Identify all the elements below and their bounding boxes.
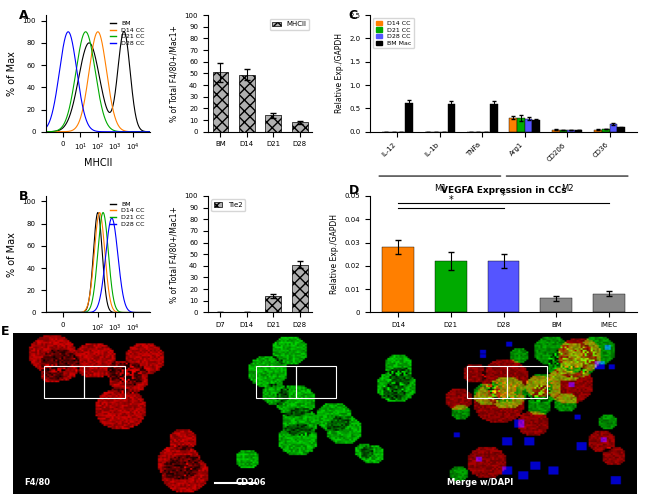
- Bar: [525, 118, 532, 132]
- Text: M2: M2: [561, 184, 573, 193]
- Text: CD206: CD206: [235, 478, 266, 487]
- Y-axis label: Relative Exp./GAPDH: Relative Exp./GAPDH: [330, 214, 339, 294]
- Bar: [488, 261, 519, 312]
- Legend: D14 CC, D21 CC, D28 CC, BM Mac: D14 CC, D21 CC, D28 CC, BM Mac: [373, 18, 414, 48]
- Y-axis label: % of Max: % of Max: [6, 232, 17, 277]
- Text: A: A: [20, 9, 29, 22]
- X-axis label: Tie2: Tie2: [88, 339, 108, 349]
- Bar: [265, 296, 281, 312]
- Text: D: D: [348, 184, 359, 197]
- Bar: [382, 247, 414, 312]
- Bar: [517, 118, 525, 132]
- Y-axis label: % of Total F4/80+/Mac1+: % of Total F4/80+/Mac1+: [170, 206, 179, 302]
- Text: B: B: [20, 190, 29, 203]
- Bar: [507, 366, 547, 398]
- Text: Merge w/DAPI: Merge w/DAPI: [447, 478, 513, 487]
- Bar: [532, 120, 540, 132]
- Bar: [610, 124, 617, 132]
- Bar: [510, 118, 517, 132]
- Legend: BM, D14 CC, D21 CC, D28 CC: BM, D14 CC, D21 CC, D28 CC: [107, 199, 147, 229]
- Bar: [618, 127, 625, 132]
- Bar: [44, 366, 84, 398]
- Text: E: E: [1, 325, 9, 338]
- Legend: BM, D14 CC, D21 CC, D28 CC: BM, D14 CC, D21 CC, D28 CC: [107, 18, 147, 48]
- X-axis label: MHCII: MHCII: [84, 158, 112, 168]
- Text: *: *: [448, 195, 453, 205]
- Bar: [255, 366, 296, 398]
- Bar: [575, 130, 582, 132]
- Legend: MHCII: MHCII: [270, 19, 309, 30]
- Bar: [213, 72, 228, 132]
- Text: C: C: [348, 9, 358, 22]
- Bar: [447, 104, 455, 132]
- Bar: [594, 130, 602, 132]
- Bar: [602, 129, 610, 132]
- Bar: [405, 103, 413, 132]
- Bar: [84, 366, 125, 398]
- Text: *: *: [501, 191, 506, 201]
- Bar: [265, 115, 281, 132]
- Title: VEGFA Expression in CCs: VEGFA Expression in CCs: [441, 186, 566, 195]
- Bar: [467, 366, 507, 398]
- Text: F4/80: F4/80: [24, 478, 50, 487]
- Y-axis label: Relative Exp./GAPDH: Relative Exp./GAPDH: [335, 33, 343, 113]
- Bar: [560, 130, 567, 132]
- Bar: [567, 130, 575, 132]
- Bar: [292, 265, 307, 312]
- Bar: [292, 122, 307, 132]
- Bar: [296, 366, 336, 398]
- Y-axis label: % of Total F4/80+/Mac1+: % of Total F4/80+/Mac1+: [170, 25, 179, 122]
- Bar: [435, 261, 467, 312]
- Bar: [239, 75, 255, 132]
- Legend: Tie2: Tie2: [211, 200, 245, 211]
- Bar: [490, 104, 498, 132]
- Bar: [552, 130, 560, 132]
- Text: M1: M1: [434, 184, 446, 193]
- Bar: [540, 298, 572, 312]
- Y-axis label: % of Max: % of Max: [6, 51, 17, 96]
- Bar: [593, 294, 625, 312]
